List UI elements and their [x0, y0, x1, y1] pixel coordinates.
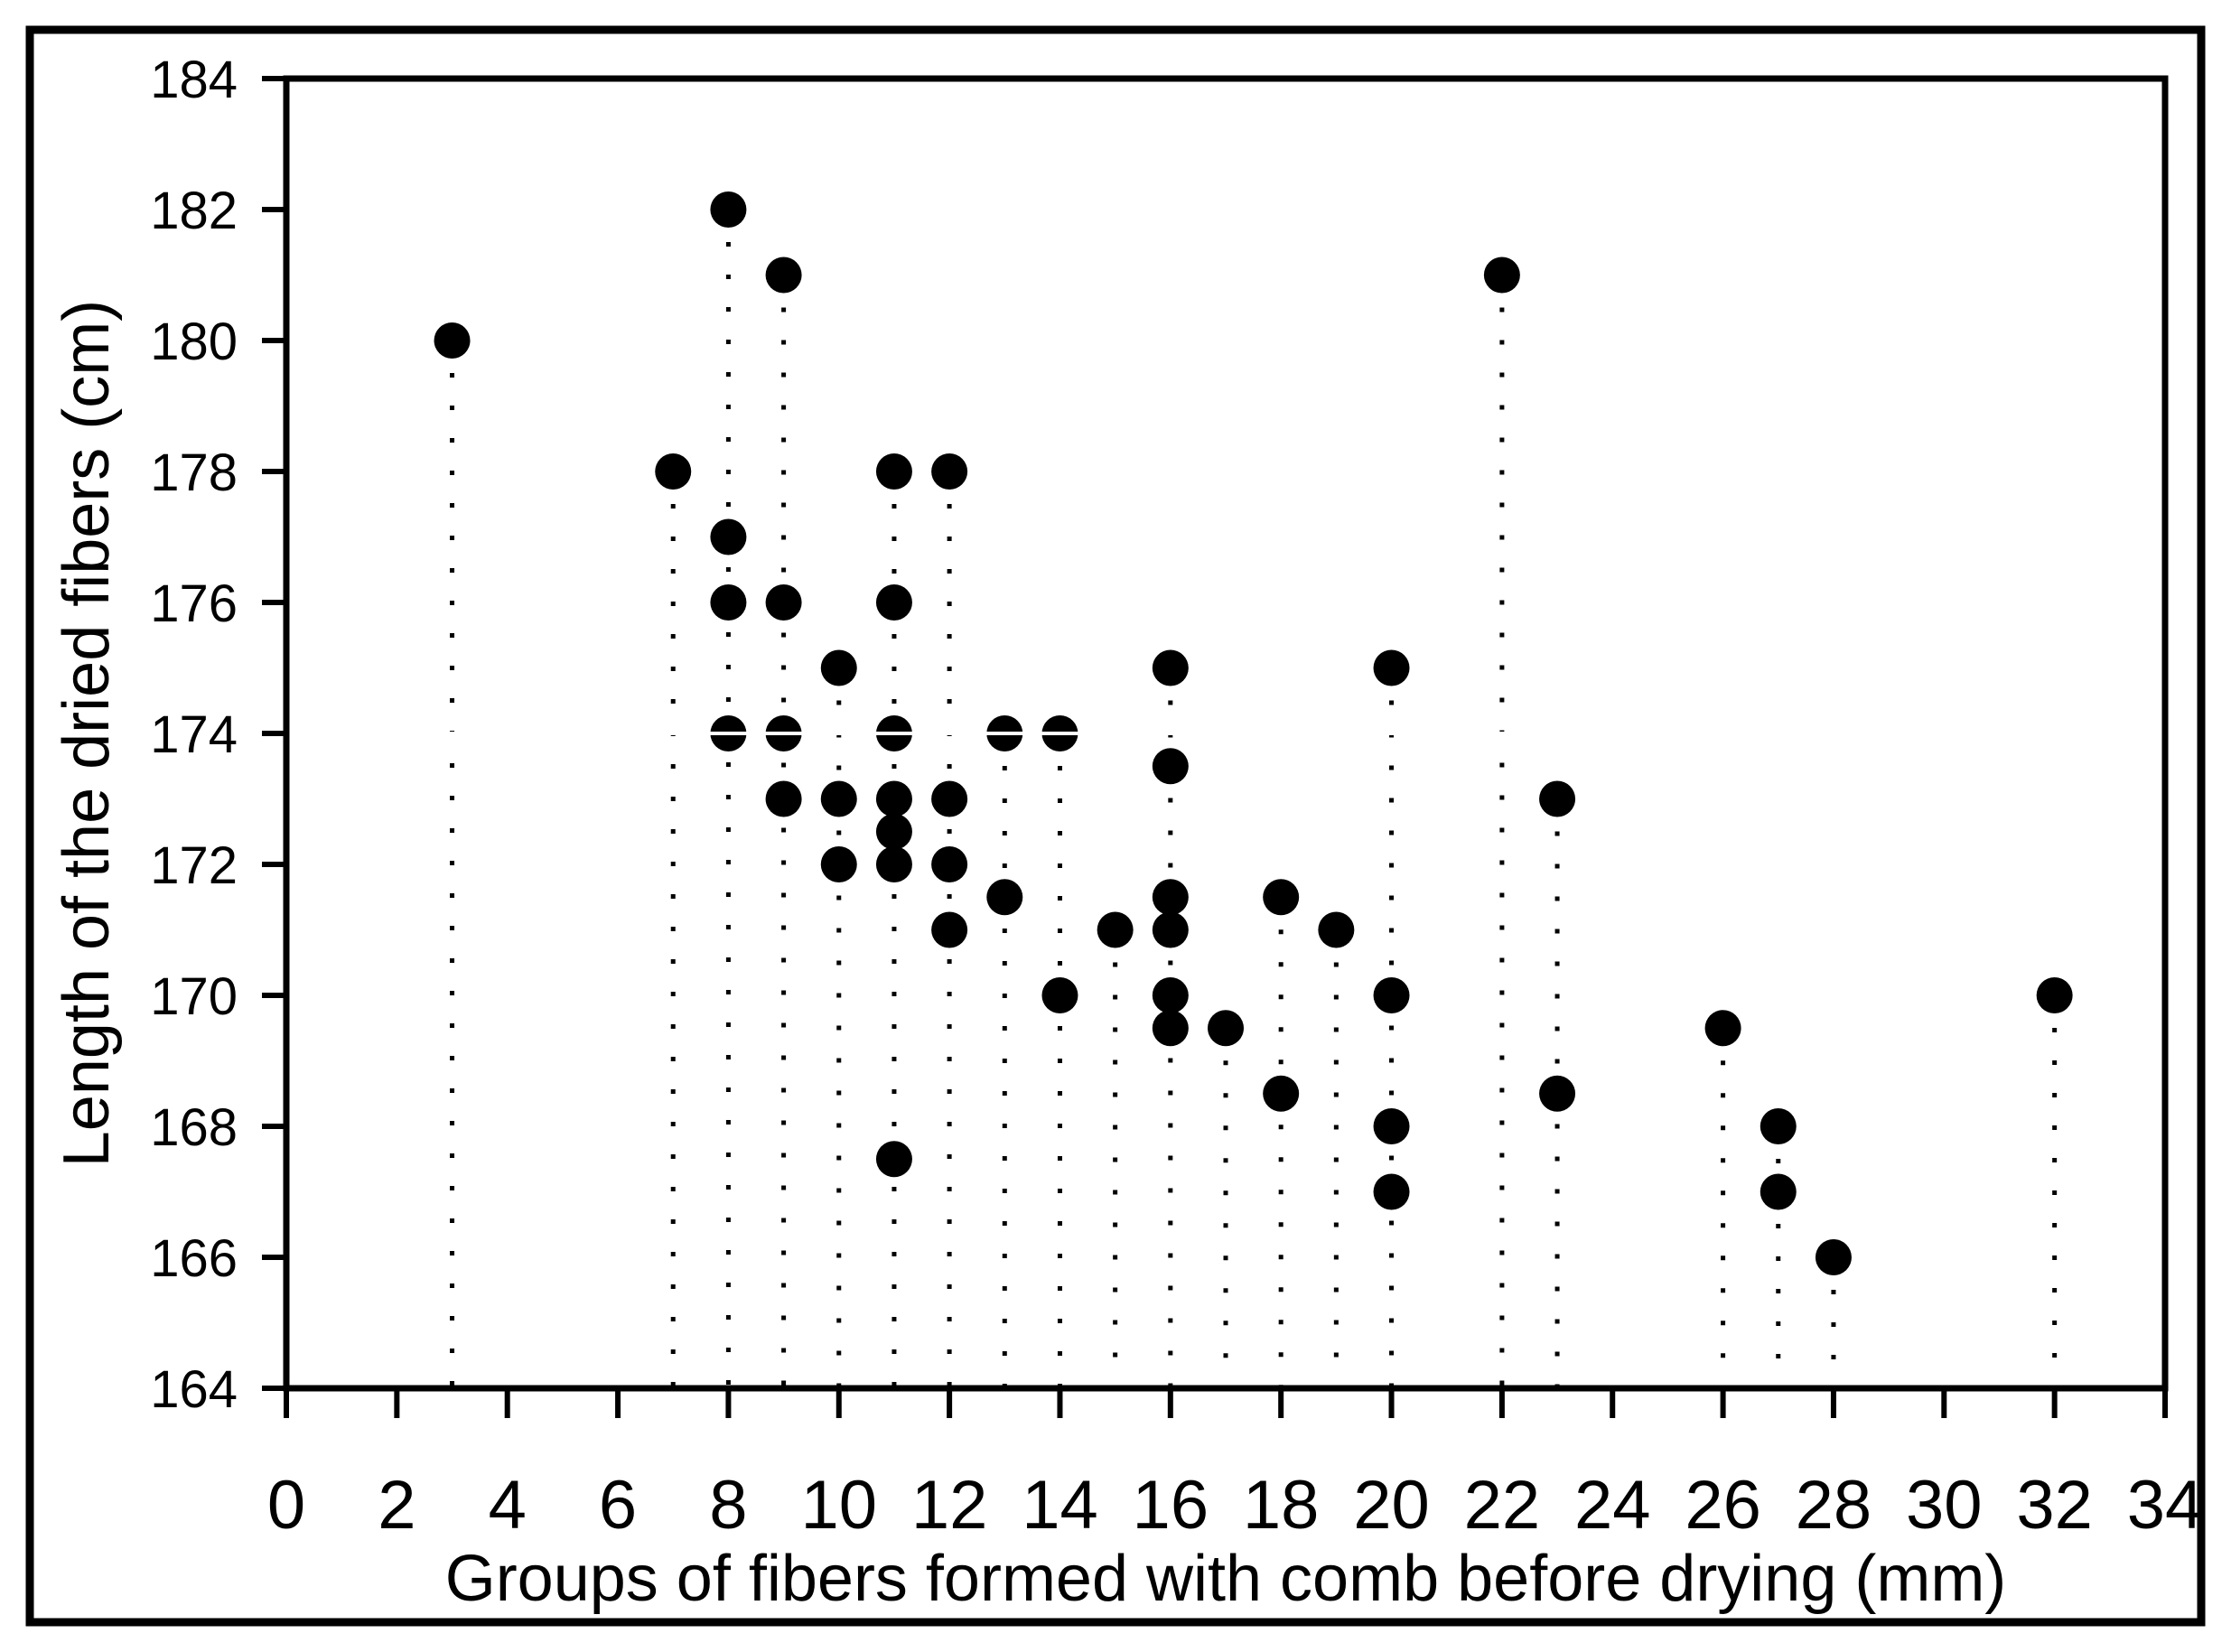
data-point: [820, 846, 857, 882]
x-tick-label: 10: [800, 1467, 877, 1544]
data-point: [710, 584, 747, 621]
data-point: [2036, 977, 2073, 1013]
plot-frame: [283, 75, 2169, 1392]
x-tick-label: 24: [1574, 1467, 1651, 1544]
data-point: [1815, 1239, 1852, 1275]
x-axis-title: Groups of fibers formed with comb before…: [445, 1543, 2007, 1615]
data-point: [875, 453, 912, 490]
data-point: [1263, 1075, 1300, 1112]
y-tick-label: 170: [150, 967, 238, 1026]
y-tick-label: 164: [150, 1360, 238, 1419]
data-point: [1373, 1108, 1410, 1144]
x-tick-label: 20: [1353, 1467, 1430, 1544]
data-point: [765, 584, 802, 621]
data-point: [710, 191, 747, 228]
data-point: [875, 780, 912, 817]
data-point: [1760, 1108, 1797, 1144]
data-point: [1318, 911, 1355, 948]
y-tick-label: 184: [150, 51, 238, 109]
x-tick-label: 6: [599, 1467, 637, 1544]
data-point: [875, 584, 912, 621]
data-point: [655, 453, 692, 490]
data-point: [1539, 1075, 1576, 1112]
data-point: [1263, 879, 1300, 916]
y-tick-label: 182: [150, 182, 238, 240]
data-point: [1152, 977, 1189, 1013]
x-tick-label: 30: [1906, 1467, 1983, 1544]
data-point: [1152, 748, 1189, 785]
data-point: [1373, 649, 1410, 686]
data-point: [1152, 911, 1189, 948]
drop-lines-layer: [450, 210, 2058, 1388]
axis-ticks-layer: [262, 76, 2168, 1418]
x-tick-label: 16: [1133, 1467, 1209, 1544]
data-point: [986, 879, 1023, 916]
data-point: [1041, 977, 1078, 1013]
x-tick-label: 2: [378, 1467, 415, 1544]
data-point: [1152, 649, 1189, 686]
y-tick-label: 176: [150, 574, 238, 633]
x-tick-label: 28: [1796, 1467, 1872, 1544]
x-tick-label: 8: [709, 1467, 747, 1544]
x-tick-label: 18: [1243, 1467, 1320, 1544]
x-tick-label: 4: [489, 1467, 527, 1544]
data-point: [931, 453, 968, 490]
data-point: [931, 780, 968, 817]
data-point: [820, 780, 857, 817]
x-tick-label: 26: [1685, 1467, 1761, 1544]
data-point: [875, 846, 912, 882]
y-tick-label: 172: [150, 836, 238, 895]
data-point: [931, 846, 968, 882]
data-point: [434, 322, 471, 359]
y-tick-label: 166: [150, 1229, 238, 1288]
data-point: [1483, 257, 1520, 294]
data-point: [1373, 1173, 1410, 1210]
y-tick-label: 178: [150, 443, 238, 502]
data-point: [1373, 977, 1410, 1013]
figure-border: [25, 25, 2206, 1627]
data-point: [875, 1141, 912, 1178]
data-point: [1539, 780, 1576, 817]
y-tick-label: 174: [150, 705, 238, 764]
data-point: [765, 780, 802, 817]
x-tick-label: 22: [1464, 1467, 1541, 1544]
x-tick-label: 0: [267, 1467, 305, 1544]
axis-tick-labels-layer: 0 2 4 6 8 10 12 14 16 18 20 22 24 26 28 30 32 34164166168…: [150, 51, 2203, 1544]
data-points-layer: [434, 191, 2073, 1275]
data-point: [1208, 1010, 1244, 1047]
plot-frame-layer: [283, 75, 2169, 1392]
data-point: [1152, 879, 1189, 916]
x-tick-label: 14: [1022, 1467, 1098, 1544]
data-point: [1760, 1173, 1797, 1210]
data-point: [875, 813, 912, 850]
y-tick-label: 180: [150, 313, 238, 371]
x-tick-label: 32: [2016, 1467, 2093, 1544]
data-point: [931, 911, 968, 948]
x-tick-label: 34: [2127, 1467, 2204, 1544]
data-point: [1097, 911, 1134, 948]
data-point: [710, 518, 747, 555]
data-point: [1152, 1010, 1189, 1047]
x-tick-label: 12: [911, 1467, 988, 1544]
y-axis-title: Length of the dried fibers (cm): [51, 300, 123, 1167]
data-point: [820, 649, 857, 686]
data-point: [1704, 1010, 1741, 1047]
y-tick-label: 168: [150, 1098, 238, 1157]
data-point: [765, 257, 802, 294]
